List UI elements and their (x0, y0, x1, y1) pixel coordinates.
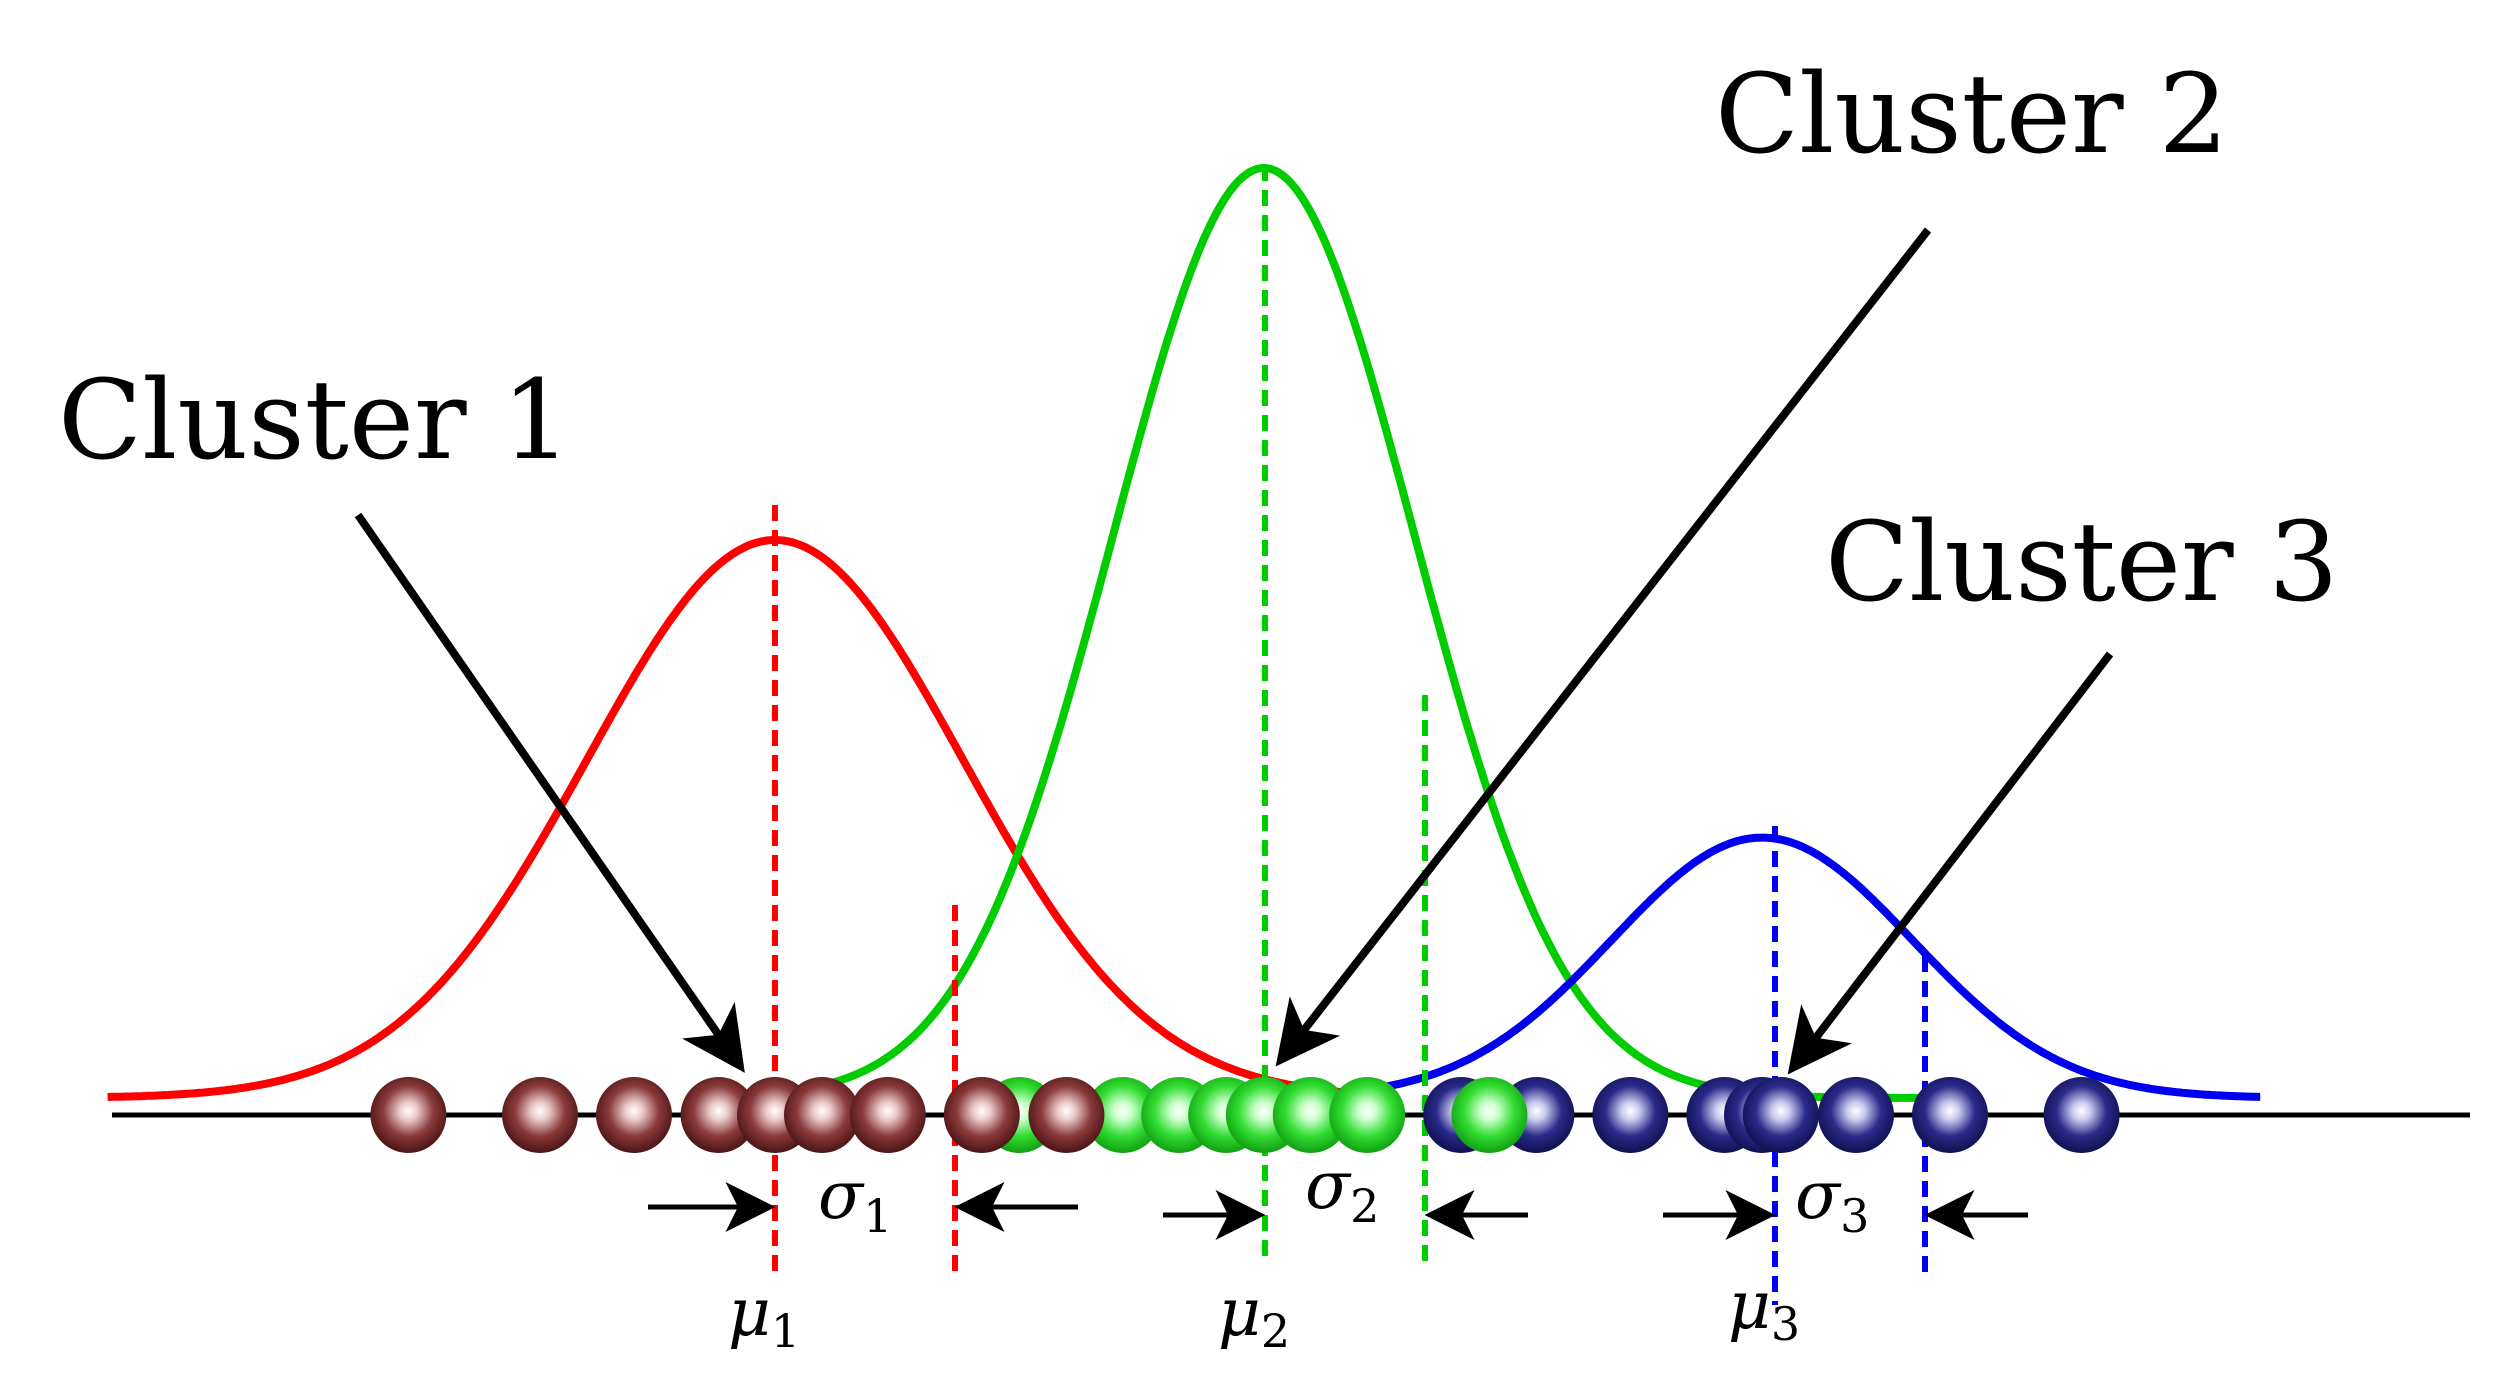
cluster-2-data-point (1329, 1077, 1406, 1153)
cluster-3-data-point (1818, 1077, 1894, 1153)
cluster-2-pointer-arrow (1275, 227, 1932, 1067)
cluster-1-data-point (680, 1077, 757, 1153)
sigma-2-label: σ2 (1305, 1147, 1379, 1233)
cluster-3-gaussian-curve (1226, 833, 2261, 1102)
mu-1-label: μ1 (728, 1274, 800, 1358)
sigma-arrows (648, 1182, 2028, 1240)
cluster-2-data-point (1272, 1077, 1349, 1153)
cluster-1-pointer-arrow (354, 512, 745, 1073)
gaussian-curves (107, 163, 2261, 1102)
cluster-1-data-point (1028, 1077, 1105, 1153)
cluster-1-data-point (502, 1077, 578, 1153)
sigma-1-label: σ1 (818, 1157, 892, 1243)
cluster-2-data-point (1084, 1077, 1161, 1153)
data-points (370, 1077, 2120, 1153)
cluster-3-data-point (1742, 1077, 1819, 1153)
mu-2-label: μ2 (1218, 1274, 1290, 1358)
mu-3-label: μ3 (1728, 1267, 1800, 1351)
cluster-3-data-point (1592, 1077, 1669, 1153)
cluster-2-data-point (1451, 1077, 1528, 1153)
cluster-1-data-point (596, 1077, 672, 1153)
cluster-3-data-point (2043, 1077, 2120, 1153)
cluster-3-label: Cluster 3 (1825, 498, 2338, 626)
cluster-1-data-point (943, 1077, 1020, 1153)
cluster-1-label: Cluster 1 (58, 356, 571, 484)
pointer-arrows (354, 227, 2114, 1075)
cluster-1-data-point (784, 1077, 860, 1153)
cluster-3-pointer-arrow (1787, 651, 2114, 1075)
sigma-3-label: σ3 (1795, 1157, 1869, 1243)
cluster-2-gaussian-curve (737, 163, 1941, 1102)
cluster-1-data-point (849, 1077, 926, 1153)
cluster-2-label: Cluster 2 (1715, 50, 2228, 178)
cluster-3-data-point (1912, 1077, 1988, 1153)
cluster-1-gaussian-curve (107, 536, 1377, 1101)
cluster-1-data-point (370, 1077, 447, 1153)
